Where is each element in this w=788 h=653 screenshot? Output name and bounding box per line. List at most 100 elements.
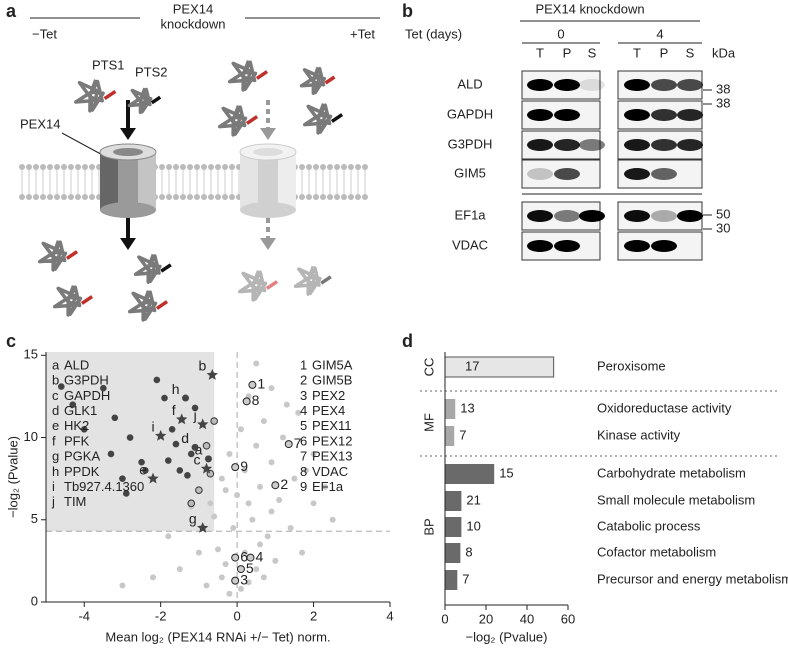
count-label: 15 [499, 465, 513, 480]
x-axis-label: Mean log₂ (PEX14 RNAi +/− Tet) norm. [105, 629, 330, 644]
point [302, 467, 309, 474]
point [322, 483, 329, 490]
point [271, 481, 280, 490]
lipid-head [166, 164, 172, 170]
band [677, 139, 703, 151]
lipid-head [194, 194, 200, 200]
lipid-head [187, 194, 193, 200]
lipid-head [82, 194, 88, 200]
count-label: 13 [460, 400, 474, 415]
signal-label: PTS2 [135, 64, 168, 79]
point-star [197, 522, 209, 533]
legend-name: PFK [64, 433, 90, 448]
band [554, 240, 580, 252]
y-tick-label: 5 [31, 511, 38, 526]
point [69, 401, 77, 408]
arrow-head [120, 238, 136, 250]
legend-name: HK2 [64, 418, 89, 433]
panel-label: d [402, 331, 413, 351]
point [153, 376, 161, 384]
protein [237, 270, 268, 302]
point [150, 574, 157, 581]
point [165, 533, 172, 540]
point [245, 500, 252, 507]
row-label: GAPDH [447, 106, 493, 121]
point-star [147, 472, 159, 484]
lipid-head [68, 164, 74, 170]
arrow-head [120, 128, 136, 140]
row-label: ALD [457, 76, 482, 91]
protein [302, 103, 333, 135]
point [142, 467, 149, 474]
x-tick-label: -4 [78, 608, 90, 623]
point [231, 463, 240, 472]
targeting-signal [265, 280, 279, 290]
lane-label: T [536, 45, 544, 60]
point [310, 500, 317, 507]
header: PEX14 knockdown [535, 1, 644, 16]
channel [240, 152, 258, 210]
proteins [37, 60, 344, 322]
lipid-head [215, 164, 221, 170]
x-tick-label: -2 [155, 608, 167, 623]
point-label: c [194, 451, 201, 467]
band [624, 109, 650, 121]
band [677, 210, 703, 222]
marker-label: 50 [716, 206, 730, 221]
point-label: 4 [255, 548, 263, 564]
point [299, 549, 306, 556]
point-label: 5 [246, 560, 254, 576]
protein [127, 290, 158, 322]
row-label: EF1a [454, 207, 486, 222]
targeting-signal [103, 89, 117, 101]
group-label: BP [421, 518, 436, 535]
point [283, 401, 290, 408]
lipid-head [166, 194, 172, 200]
lipid-head [208, 164, 214, 170]
bar [445, 464, 495, 484]
marker-label: 38 [716, 95, 730, 110]
x-tick-label: 20 [479, 611, 493, 626]
point [172, 440, 180, 448]
legend-key: 2 [300, 373, 307, 388]
point [107, 450, 115, 458]
point [222, 561, 229, 568]
lipid-head [229, 164, 235, 170]
legend-name: EF1a [312, 479, 344, 494]
point [260, 418, 267, 425]
band [651, 240, 677, 252]
lipid-head [19, 164, 25, 170]
point [234, 492, 241, 499]
row-label: VDAC [452, 237, 488, 252]
channel-pore [113, 148, 143, 156]
band [651, 109, 677, 121]
bar [445, 491, 462, 511]
lipid-head [61, 194, 67, 200]
lipid-head [327, 194, 333, 200]
lipid-head [61, 164, 67, 170]
point [203, 582, 210, 589]
targeting-signal [150, 95, 162, 105]
membrane [19, 100, 368, 250]
point-label: 9 [240, 458, 248, 474]
x-tick-label: 60 [561, 611, 575, 626]
band [651, 79, 677, 91]
point [191, 404, 199, 412]
y-axis-label: −log₂ (Pvalue) [5, 436, 20, 518]
category-label: Small molecule metabolism [597, 492, 755, 507]
point-label: i [152, 419, 155, 435]
lane-label: T [633, 45, 641, 60]
point [80, 426, 88, 433]
point [295, 409, 302, 416]
group-label: CC [421, 358, 436, 377]
point [119, 475, 126, 482]
panel-label: b [402, 1, 413, 21]
point [187, 499, 196, 508]
lipid-head [159, 194, 165, 200]
lipid-head [306, 194, 312, 200]
bar [445, 570, 458, 590]
point-label: d [181, 430, 189, 446]
lipid-head [222, 164, 228, 170]
lipid-head [173, 194, 179, 200]
